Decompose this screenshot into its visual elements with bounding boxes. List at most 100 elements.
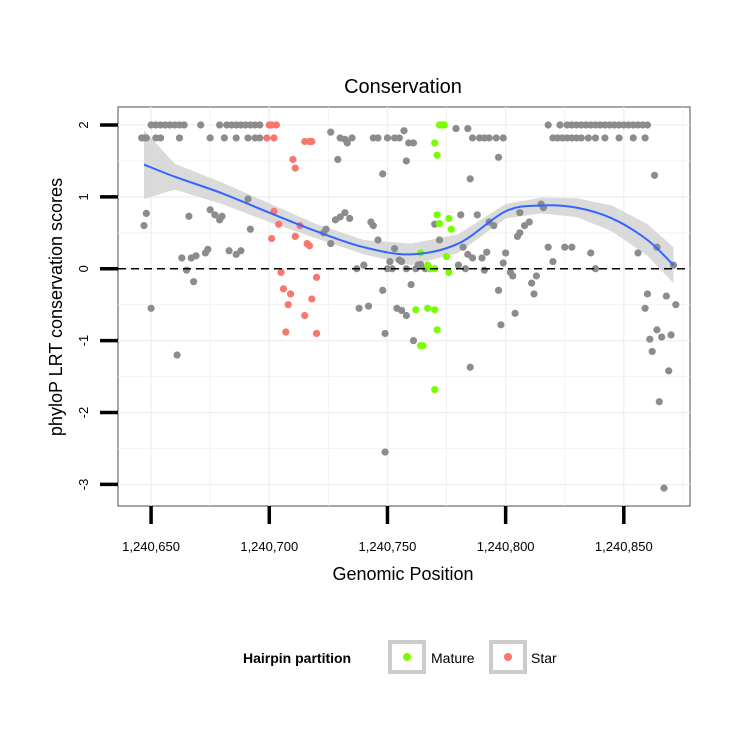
- smooth-line: [143, 163, 675, 266]
- data-point-mature: [442, 252, 451, 261]
- data-point-mature: [433, 211, 441, 219]
- data-point-other: [395, 134, 403, 142]
- data-point-mature: [435, 219, 444, 228]
- data-point-mature: [424, 304, 432, 312]
- legend-swatch-mature: [403, 653, 411, 661]
- data-point-other: [457, 211, 465, 219]
- data-point-other: [218, 212, 226, 220]
- y-axis: -3 -2 -1 0 1 2: [76, 121, 118, 490]
- data-point-mature: [440, 121, 448, 129]
- data-point-other: [485, 134, 493, 142]
- data-point-other: [398, 257, 406, 266]
- data-point-other: [528, 279, 536, 287]
- data-point-other: [237, 247, 245, 255]
- data-point-star: [282, 328, 290, 336]
- data-point-other: [502, 249, 510, 257]
- data-point-other: [568, 243, 576, 251]
- data-point-other: [180, 121, 188, 129]
- x-axis-label: Genomic Position: [332, 564, 473, 584]
- data-point-other: [402, 157, 410, 165]
- data-point-other: [381, 329, 389, 338]
- data-point-star: [312, 329, 321, 338]
- x-axis: 1,240,650 1,240,700 1,240,750 1,240,800 1,24…: [122, 506, 653, 554]
- data-point-star: [289, 155, 297, 164]
- data-point-other: [398, 306, 406, 315]
- data-point-other: [461, 265, 470, 273]
- data-point-other: [643, 121, 652, 129]
- data-point-star: [284, 301, 292, 309]
- legend: Hairpin partition Mature Star: [243, 640, 557, 674]
- data-point-other: [492, 134, 500, 142]
- data-point-other: [346, 214, 354, 223]
- data-point-other: [400, 127, 408, 135]
- data-point-other: [142, 209, 150, 217]
- data-point-other: [435, 236, 444, 244]
- data-point-other: [206, 134, 214, 142]
- data-point-star: [312, 273, 321, 281]
- y-tick-label: 0: [76, 265, 91, 272]
- data-point-other: [516, 229, 524, 237]
- data-point-other: [360, 261, 368, 269]
- data-point-other: [544, 121, 552, 129]
- x-tick-label: 1,240,800: [477, 539, 535, 554]
- data-point-other: [641, 304, 649, 312]
- data-point-other: [206, 206, 214, 214]
- data-point-other: [648, 347, 656, 356]
- data-point-other: [246, 225, 254, 233]
- data-point-other: [386, 257, 394, 266]
- data-point-other: [364, 302, 373, 310]
- plot-panel: [117, 106, 691, 507]
- data-point-other: [322, 225, 330, 233]
- data-point-star: [308, 295, 316, 303]
- data-point-other: [641, 134, 649, 142]
- data-point-other: [409, 139, 418, 147]
- data-point-other: [244, 195, 252, 203]
- y-tick-label: 1: [76, 193, 91, 200]
- data-point-other: [601, 134, 609, 142]
- data-point-other: [658, 333, 666, 341]
- data-point-other: [454, 261, 462, 269]
- data-point-other: [369, 222, 377, 230]
- data-point-other: [646, 335, 654, 343]
- data-point-other: [374, 134, 382, 142]
- chart-title: Conservation: [344, 76, 462, 98]
- data-point-other: [192, 252, 200, 260]
- data-point-other: [530, 290, 538, 298]
- data-point-star: [272, 121, 280, 129]
- data-point-other: [634, 249, 642, 257]
- data-point-other: [402, 311, 410, 320]
- data-point-other: [483, 248, 491, 256]
- y-axis-label: phyloP LRT conservation scores: [46, 178, 66, 436]
- data-point-other: [204, 245, 212, 253]
- data-point-other: [556, 121, 564, 129]
- data-point-other: [468, 254, 477, 262]
- data-point-other: [650, 171, 659, 179]
- data-point-star: [305, 242, 314, 250]
- data-point-other: [256, 121, 264, 129]
- data-point-other: [587, 249, 595, 257]
- data-point-other: [216, 121, 224, 129]
- data-point-other: [577, 134, 585, 142]
- data-point-other: [653, 326, 661, 334]
- x-tick-label: 1,240,700: [240, 539, 298, 554]
- data-point-other: [561, 243, 569, 251]
- data-point-other: [327, 239, 335, 248]
- data-point-other: [379, 170, 387, 178]
- smooth-line-layer: [143, 163, 675, 266]
- data-point-other: [336, 213, 344, 221]
- data-point-other: [343, 139, 351, 147]
- data-point-other: [499, 134, 507, 142]
- data-point-other: [591, 265, 600, 273]
- data-point-other: [390, 245, 399, 253]
- x-tick-label: 1,240,750: [359, 539, 417, 554]
- data-point-other: [468, 134, 477, 142]
- data-point-mature: [419, 342, 427, 350]
- data-point-other: [655, 398, 663, 406]
- data-point-other: [185, 212, 193, 220]
- data-point-mature: [433, 151, 441, 159]
- data-point-mature: [431, 139, 439, 147]
- data-point-other: [140, 222, 148, 230]
- data-point-other: [667, 331, 675, 339]
- legend-key-mature: [388, 640, 426, 674]
- data-point-other: [244, 134, 252, 142]
